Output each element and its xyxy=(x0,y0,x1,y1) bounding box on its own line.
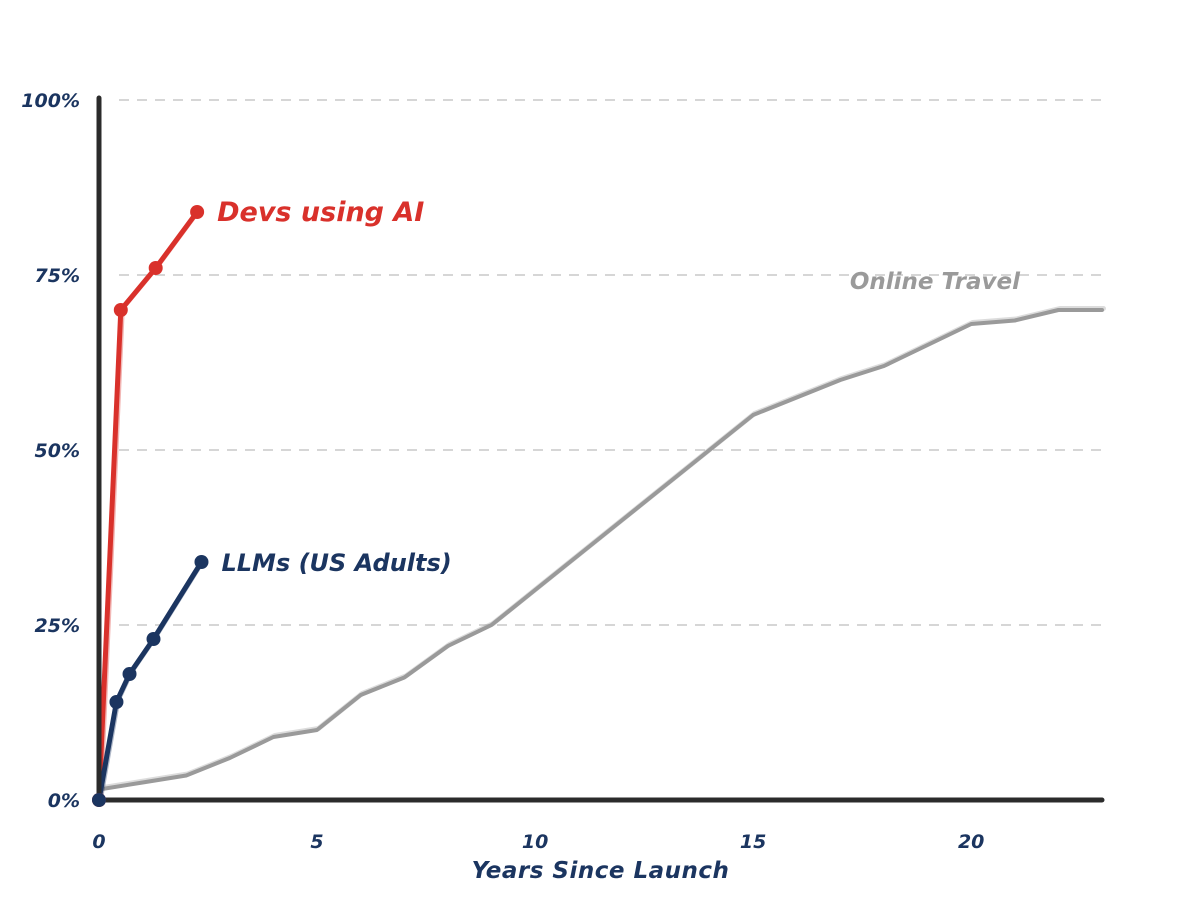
data-point-llms-us-adults xyxy=(122,667,137,681)
y-tick-label: 0% xyxy=(48,790,80,812)
data-point-llms-us-adults xyxy=(194,555,209,569)
x-tick-label: 20 xyxy=(958,831,984,853)
x-tick-label: 10 xyxy=(522,831,548,853)
y-tick-label: 50% xyxy=(35,440,80,462)
series-label-online-travel: Online Travel xyxy=(850,269,1021,295)
y-tick-labels: 0% 25% 50% 75% 100% xyxy=(21,90,80,812)
series-label-llms-us-adults: LLMs (US Adults) xyxy=(221,549,451,577)
series-labels: Online Travel Devs using AI LLMs (US Adult… xyxy=(217,197,1021,577)
data-point-llms-us-adults xyxy=(146,632,161,646)
data-point-llms-us-adults xyxy=(92,793,106,807)
y-tick-label: 75% xyxy=(35,265,80,287)
data-point-devs-using-ai xyxy=(190,205,205,219)
y-tick-label: 25% xyxy=(35,615,80,637)
data-point-devs-using-ai xyxy=(148,261,163,275)
x-axis-title: Years Since Launch xyxy=(472,858,730,884)
x-tick-label: 0 xyxy=(92,831,105,853)
axes xyxy=(94,95,1105,806)
data-point-llms-us-adults xyxy=(109,695,124,709)
series-line-shadow-llms-us-adults xyxy=(98,558,206,801)
data-point-devs-using-ai xyxy=(113,303,128,317)
x-tick-labels: 0 5 10 15 20 xyxy=(92,831,984,853)
series-markers xyxy=(92,205,209,807)
series-line-online-travel xyxy=(97,308,1104,792)
series-label-devs-using-ai: Devs using AI xyxy=(217,197,424,228)
gridlines xyxy=(119,99,1102,626)
series-line-devs-using-ai xyxy=(96,209,200,803)
x-tick-label: 15 xyxy=(740,831,766,853)
y-tick-label: 100% xyxy=(21,90,80,112)
x-tick-label: 5 xyxy=(310,831,323,853)
series-lines xyxy=(96,208,1106,803)
series-line-llms-us-adults xyxy=(96,559,204,803)
